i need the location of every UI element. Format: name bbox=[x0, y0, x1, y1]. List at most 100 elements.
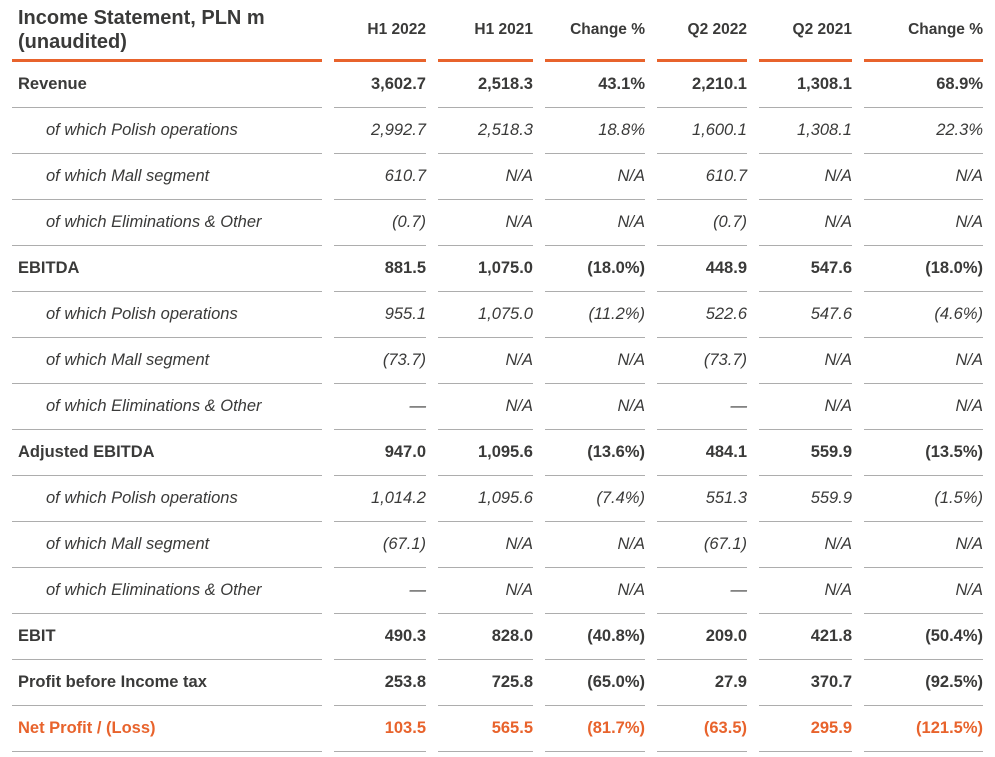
cell-value: (65.0%) bbox=[545, 660, 645, 706]
table-row: of which Eliminations & Other (0.7) N/A N/A… bbox=[12, 200, 983, 246]
cell-value: 881.5 bbox=[334, 246, 426, 292]
cell-value: 448.9 bbox=[657, 246, 747, 292]
cell-value: 1,095.6 bbox=[438, 430, 533, 476]
cell-value: 547.6 bbox=[759, 292, 852, 338]
column-header-change-q2: Change % bbox=[864, 0, 983, 62]
cell-value: (13.6%) bbox=[545, 430, 645, 476]
cell-value: (18.0%) bbox=[864, 246, 983, 292]
cell-value: (73.7) bbox=[657, 338, 747, 384]
cell-value: 547.6 bbox=[759, 246, 852, 292]
row-label: of which Polish operations bbox=[12, 108, 322, 154]
cell-value: N/A bbox=[759, 384, 852, 430]
cell-value: — bbox=[657, 384, 747, 430]
cell-value: N/A bbox=[759, 568, 852, 614]
cell-value: (1.5%) bbox=[864, 476, 983, 522]
cell-value: (7.4%) bbox=[545, 476, 645, 522]
cell-value: N/A bbox=[545, 568, 645, 614]
cell-value: (67.1) bbox=[334, 522, 426, 568]
cell-value: — bbox=[334, 384, 426, 430]
table-row: EBIT 490.3 828.0 (40.8%) 209.0 421.8 (50.4%) bbox=[12, 614, 983, 660]
cell-value: 68.9% bbox=[864, 62, 983, 108]
row-label: of which Eliminations & Other bbox=[12, 200, 322, 246]
table-row: of which Mall segment 610.7 N/A N/A 610.7 N/A… bbox=[12, 154, 983, 200]
cell-value: (0.7) bbox=[334, 200, 426, 246]
cell-value: N/A bbox=[545, 338, 645, 384]
cell-value: 725.8 bbox=[438, 660, 533, 706]
table-row: Profit before Income tax 253.8 725.8 (65.0%… bbox=[12, 660, 983, 706]
cell-value: 1,600.1 bbox=[657, 108, 747, 154]
cell-value: N/A bbox=[759, 154, 852, 200]
cell-value: N/A bbox=[545, 384, 645, 430]
cell-value: N/A bbox=[438, 384, 533, 430]
row-label: of which Eliminations & Other bbox=[12, 384, 322, 430]
column-header-h1-2022: H1 2022 bbox=[334, 0, 426, 62]
cell-value: (18.0%) bbox=[545, 246, 645, 292]
table-row: of which Polish operations 1,014.2 1,095.6… bbox=[12, 476, 983, 522]
cell-value: 2,518.3 bbox=[438, 108, 533, 154]
cell-value: N/A bbox=[759, 200, 852, 246]
cell-value: 2,210.1 bbox=[657, 62, 747, 108]
cell-value: (73.7) bbox=[334, 338, 426, 384]
row-label: of which Mall segment bbox=[12, 522, 322, 568]
cell-value: 610.7 bbox=[334, 154, 426, 200]
table-title-line1: Income Statement, PLN m bbox=[18, 6, 265, 29]
row-label: of which Eliminations & Other bbox=[12, 568, 322, 614]
cell-value: 2,992.7 bbox=[334, 108, 426, 154]
table-body: Revenue 3,602.7 2,518.3 43.1% 2,210.1 1,308.1… bbox=[12, 62, 983, 752]
row-label: EBIT bbox=[12, 614, 322, 660]
table-row: EBITDA 881.5 1,075.0 (18.0%) 448.9 547.6 (18.0… bbox=[12, 246, 983, 292]
row-label: of which Mall segment bbox=[12, 338, 322, 384]
cell-value: (121.5%) bbox=[864, 706, 983, 752]
cell-value: 565.5 bbox=[438, 706, 533, 752]
table-row: Adjusted EBITDA 947.0 1,095.6 (13.6%) 484.1 5… bbox=[12, 430, 983, 476]
cell-value: 955.1 bbox=[334, 292, 426, 338]
cell-value: N/A bbox=[545, 200, 645, 246]
cell-value: (13.5%) bbox=[864, 430, 983, 476]
table-row: of which Mall segment (67.1) N/A N/A (67.1) N… bbox=[12, 522, 983, 568]
cell-value: 490.3 bbox=[334, 614, 426, 660]
cell-value: 18.8% bbox=[545, 108, 645, 154]
cell-value: (92.5%) bbox=[864, 660, 983, 706]
cell-value: N/A bbox=[759, 338, 852, 384]
cell-value: 1,308.1 bbox=[759, 62, 852, 108]
table-row: Net Profit / (Loss) 103.5 565.5 (81.7%) (63.… bbox=[12, 706, 983, 752]
cell-value: N/A bbox=[864, 568, 983, 614]
cell-value: N/A bbox=[438, 338, 533, 384]
table-title: Income Statement, PLN m (unaudited) bbox=[12, 0, 322, 62]
column-header-q2-2022: Q2 2022 bbox=[657, 0, 747, 62]
cell-value: 1,095.6 bbox=[438, 476, 533, 522]
cell-value: N/A bbox=[438, 154, 533, 200]
column-header-q2-2021: Q2 2021 bbox=[759, 0, 852, 62]
cell-value: (63.5) bbox=[657, 706, 747, 752]
cell-value: 2,518.3 bbox=[438, 62, 533, 108]
cell-value: 295.9 bbox=[759, 706, 852, 752]
table-row: Revenue 3,602.7 2,518.3 43.1% 2,210.1 1,308.1… bbox=[12, 62, 983, 108]
cell-value: N/A bbox=[545, 154, 645, 200]
cell-value: (50.4%) bbox=[864, 614, 983, 660]
cell-value: N/A bbox=[759, 522, 852, 568]
cell-value: 370.7 bbox=[759, 660, 852, 706]
cell-value: (0.7) bbox=[657, 200, 747, 246]
cell-value: N/A bbox=[864, 154, 983, 200]
table-row: of which Eliminations & Other — N/A N/A — N/A… bbox=[12, 384, 983, 430]
cell-value: 559.9 bbox=[759, 430, 852, 476]
cell-value: 1,075.0 bbox=[438, 292, 533, 338]
cell-value: 610.7 bbox=[657, 154, 747, 200]
cell-value: N/A bbox=[438, 200, 533, 246]
cell-value: N/A bbox=[438, 522, 533, 568]
cell-value: N/A bbox=[864, 338, 983, 384]
cell-value: 103.5 bbox=[334, 706, 426, 752]
cell-value: 947.0 bbox=[334, 430, 426, 476]
row-label: Adjusted EBITDA bbox=[12, 430, 322, 476]
cell-value: 828.0 bbox=[438, 614, 533, 660]
header-row: Income Statement, PLN m (unaudited) H1 2… bbox=[12, 0, 983, 62]
table-title-line2: (unaudited) bbox=[18, 30, 127, 53]
cell-value: N/A bbox=[864, 384, 983, 430]
cell-value: N/A bbox=[864, 200, 983, 246]
row-label: of which Polish operations bbox=[12, 476, 322, 522]
cell-value: 551.3 bbox=[657, 476, 747, 522]
cell-value: N/A bbox=[864, 522, 983, 568]
table-row: of which Mall segment (73.7) N/A N/A (73.7) N… bbox=[12, 338, 983, 384]
cell-value: 559.9 bbox=[759, 476, 852, 522]
